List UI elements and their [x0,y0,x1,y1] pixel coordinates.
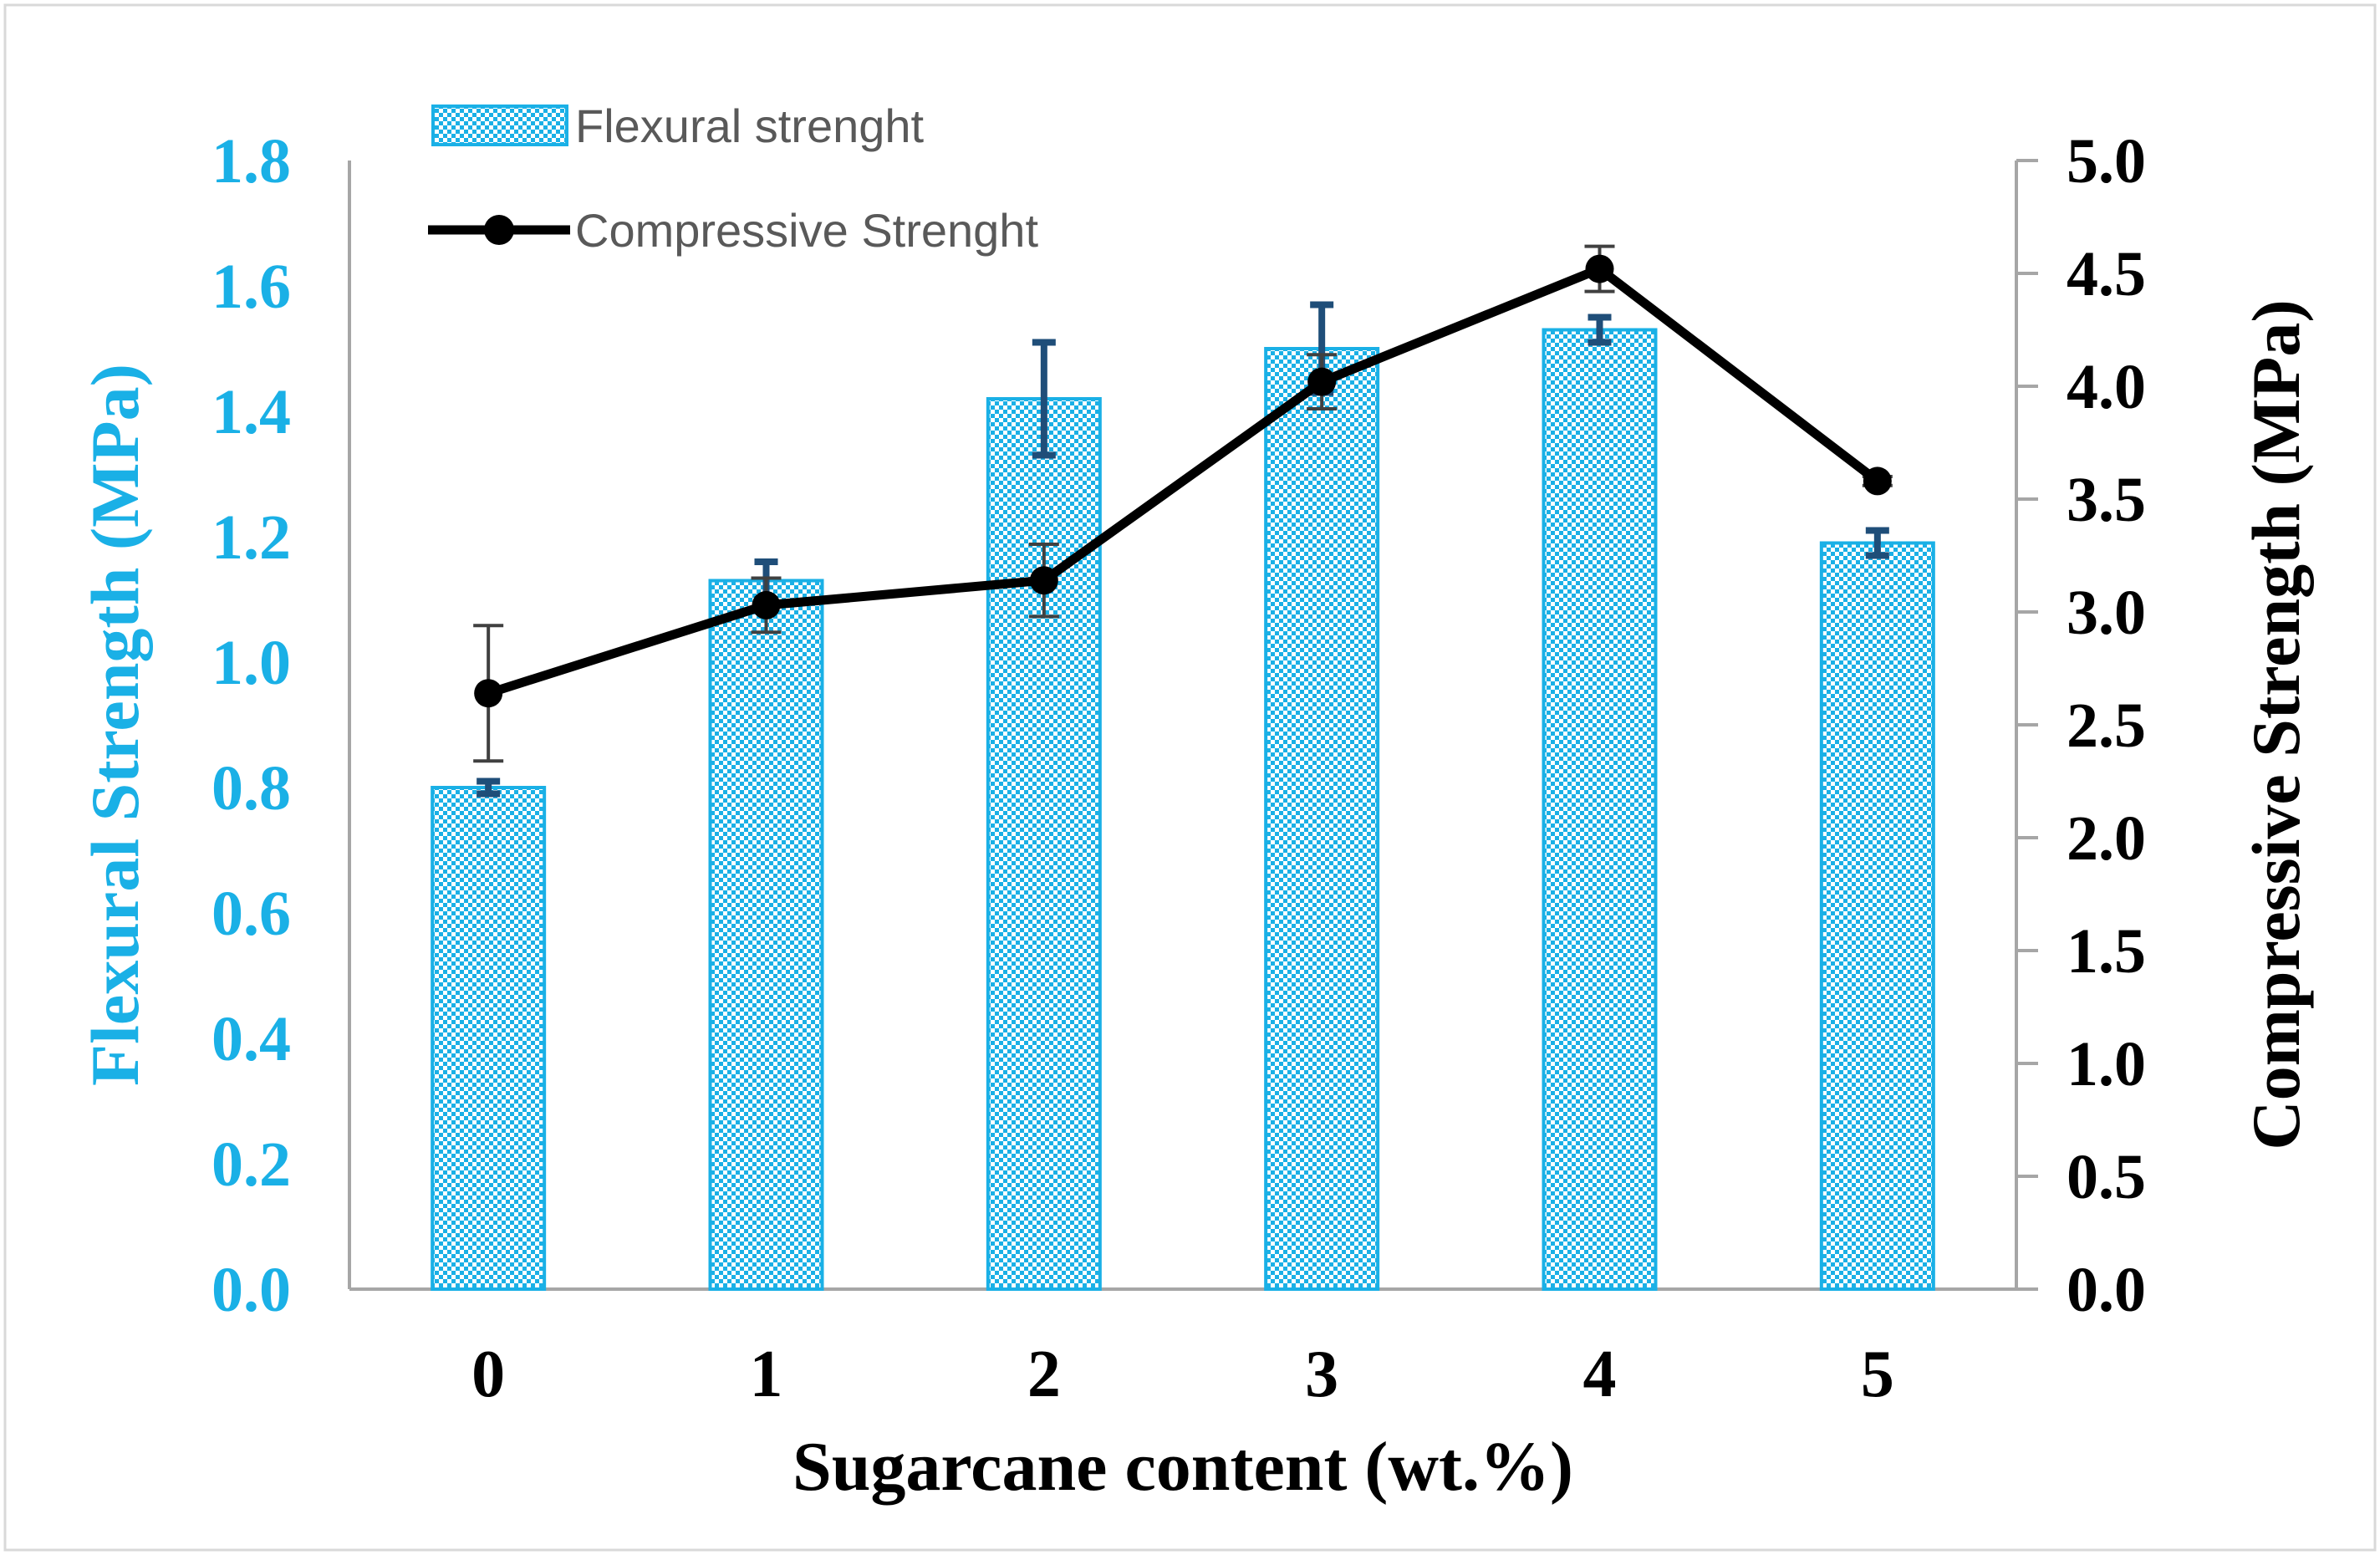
bar [1819,541,1935,1291]
y-right-tick-label: 0.0 [2067,1255,2146,1325]
y-left-axis-title: Flexural Strength (MPa) [77,364,153,1086]
x-axis-title: Sugarcane content (wt.%) [792,1428,1573,1506]
legend-bar-label: Flexural strenght [575,99,925,152]
axes [348,159,2038,1291]
y-left-tick-label: 1.8 [211,126,291,196]
axis-titles: Flexural Strength (MPa) Compressive Stren… [77,299,2314,1506]
x-tick-label: 3 [1305,1338,1338,1411]
y-left-tick-label: 0.0 [211,1255,291,1325]
y-right-tick-label: 5.0 [2067,126,2146,196]
bar [986,397,1102,1291]
legend-line-marker [484,215,514,245]
legend-line-label: Compressive Strenght [575,204,1038,257]
tick-labels: 0.0 0.2 0.4 0.6 0.8 1.0 1.2 1.4 1.6 1.8 0.0 0.5 1.0 1… [211,126,2146,1411]
compressive-line [487,264,1881,698]
y-left-tick-label: 0.8 [211,753,291,823]
bar-series [431,301,1935,1291]
y-left-tick-label: 0.4 [211,1004,291,1074]
y-right-tick-label: 4.0 [2067,352,2146,422]
y-right-tick-label: 0.5 [2067,1142,2146,1212]
line-point [1307,367,1337,396]
y-left-tick-label: 0.2 [211,1129,291,1200]
y-right-tick-label: 3.0 [2067,578,2146,648]
y-right-tick-label: 1.5 [2067,916,2146,987]
line-point [474,679,503,708]
x-tick-label: 1 [750,1338,783,1411]
line-point [1585,254,1614,283]
y-right-tick-label: 2.0 [2067,803,2146,874]
bar [708,579,824,1291]
y-right-axis-title: Compressive Strength (MPa) [2238,299,2314,1150]
chart-frame [3,3,2377,1552]
y-right-tick-label: 4.5 [2067,239,2146,309]
line-series [473,244,1893,763]
y-left-tick-label: 1.0 [211,628,291,698]
bar [1264,347,1380,1291]
y-left-tick-label: 1.2 [211,502,291,573]
legend-bar-swatch [431,105,568,146]
x-tick-label: 0 [471,1338,505,1411]
y-left-tick-label: 1.6 [211,252,291,322]
x-tick-label: 4 [1583,1338,1617,1411]
x-tick-label: 2 [1027,1338,1061,1411]
legend: Flexural strenght Compressive Strenght [428,99,1038,257]
y-left-tick-label: 1.4 [211,377,291,447]
line-point [1863,466,1892,496]
y-right-tick-label: 1.0 [2067,1029,2146,1099]
bar [431,786,547,1291]
y-right-tick-label: 3.5 [2067,465,2146,535]
y-left-tick-label: 0.6 [211,879,291,949]
y-right-tick-label: 2.5 [2067,691,2146,761]
line-point [1029,566,1058,595]
bar [1542,328,1658,1291]
x-tick-label: 5 [1861,1338,1894,1411]
line-point [752,590,781,619]
